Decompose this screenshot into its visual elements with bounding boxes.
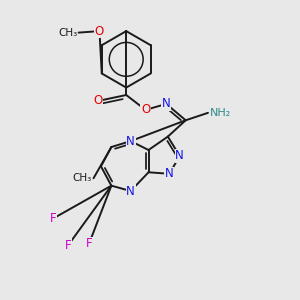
Text: F: F	[65, 238, 72, 252]
Text: CH₃: CH₃	[73, 173, 92, 183]
Text: O: O	[93, 94, 103, 107]
Text: F: F	[86, 237, 92, 250]
Text: N: N	[126, 135, 135, 148]
Text: N: N	[165, 167, 174, 180]
Text: O: O	[141, 103, 150, 116]
Text: F: F	[50, 212, 57, 225]
Text: O: O	[95, 25, 104, 38]
Text: N: N	[126, 184, 135, 197]
Text: NH₂: NH₂	[210, 108, 232, 118]
Text: N: N	[162, 98, 171, 110]
Text: CH₃: CH₃	[58, 28, 77, 38]
Text: N: N	[175, 149, 184, 162]
